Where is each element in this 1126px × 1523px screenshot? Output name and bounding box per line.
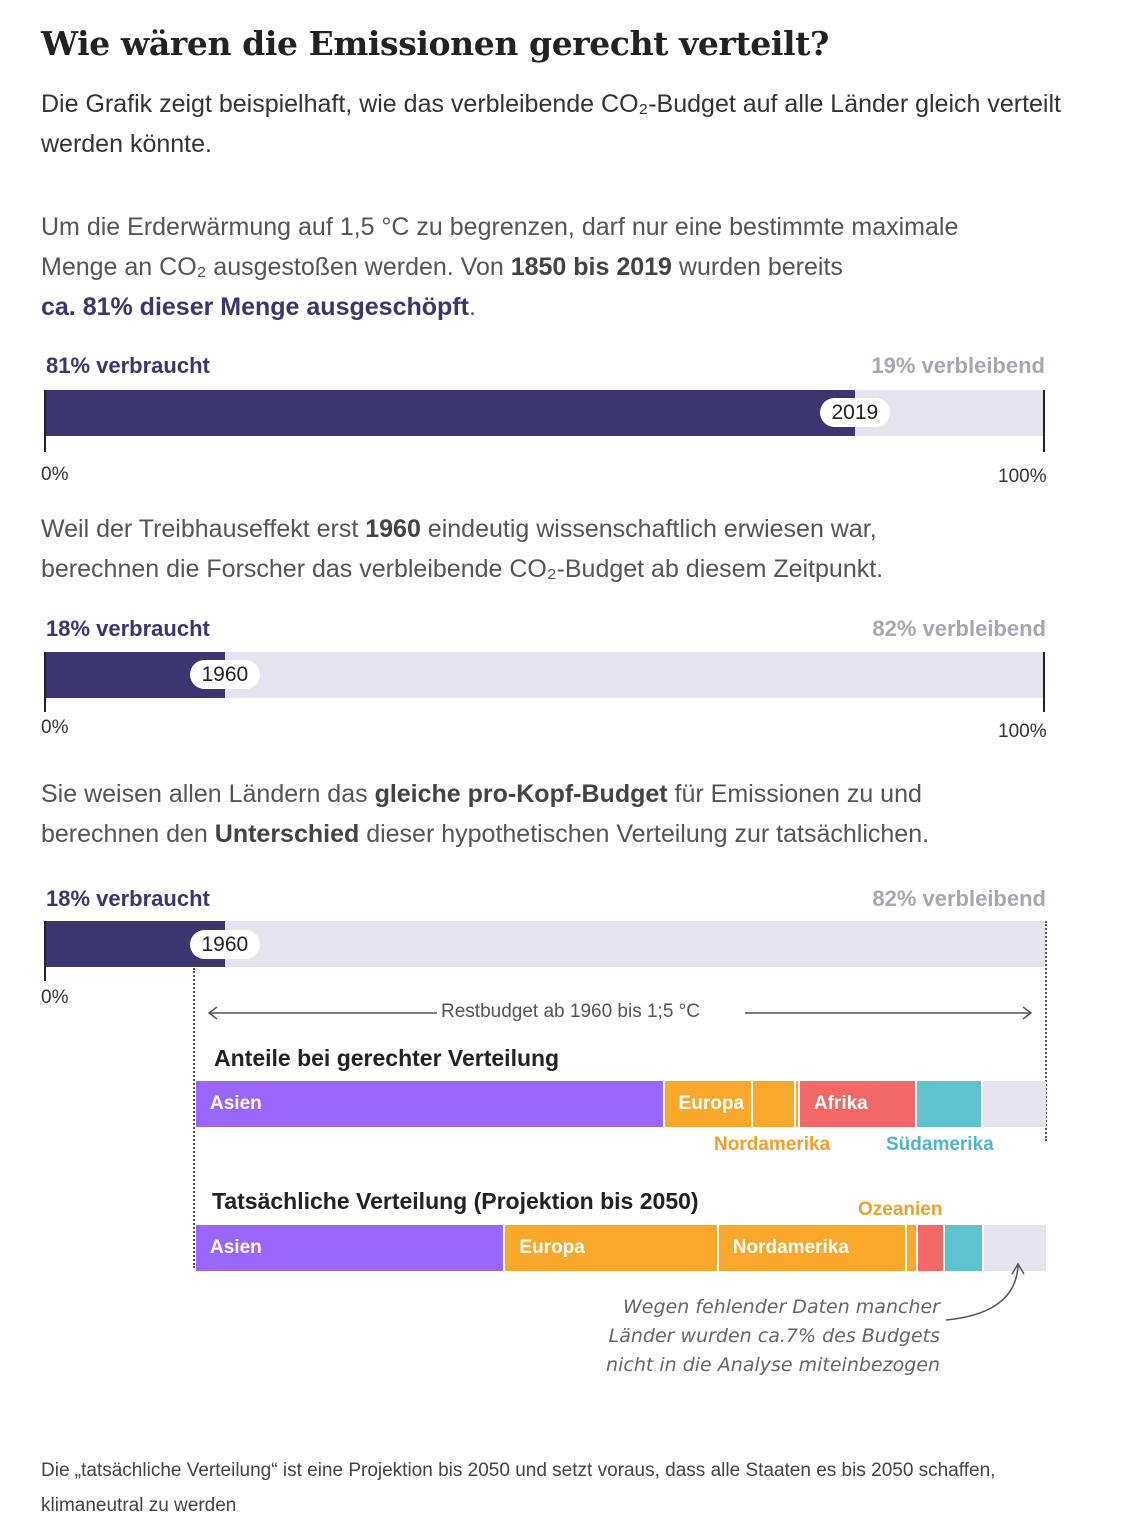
fair-segment-europa: Europa <box>664 1081 753 1127</box>
bar2-used-label: 18% verbraucht <box>46 616 210 641</box>
footnote: Die „tatsächliche Verteilung“ ist eine P… <box>41 1460 996 1516</box>
actual-distribution-title: Tatsächliche Verteilung (Projektion bis … <box>212 1188 699 1214</box>
actual-segment-nordamerika: Nordamerika <box>718 1225 908 1271</box>
bar1-used-fill <box>45 390 855 436</box>
fair-segment-afrika: Afrika <box>799 1081 917 1127</box>
actual-segment-nicht-erfasst <box>983 1225 1046 1271</box>
bar1-start-tick <box>44 390 46 452</box>
intro-line-3: ca. 81% dieser Menge ausgeschöpft. <box>41 293 476 321</box>
range-arrow <box>207 1006 1033 1020</box>
bar2-axis-min: 0% <box>41 717 69 738</box>
p2-line-2: berechnen die Forscher das verbleibende … <box>41 555 884 583</box>
bar1-year-pill: 2019 <box>819 398 891 427</box>
bar1-end-tick <box>1043 390 1045 452</box>
bar1-axis-max: 100% <box>998 466 1047 487</box>
actual-segment-label-asien: Asien <box>210 1237 262 1258</box>
intro-line-2: Menge an CO₂ ausgestoßen werden. Von 185… <box>41 253 843 281</box>
note-line-1: Wegen fehlender Daten mancher <box>622 1296 940 1318</box>
fair-distribution-title: Anteile bei gerechter Verteilung <box>214 1045 560 1071</box>
actual-segment-label-nordamerika: Nordamerika <box>732 1237 849 1258</box>
fair-label-suedamerika: Südamerika <box>886 1134 994 1155</box>
bar1-used-label: 81% verbraucht <box>46 353 210 378</box>
intro-line-1: Um die Erderwärmung auf 1,5 °C zu begren… <box>41 213 959 241</box>
actual-segment-suedamerika <box>944 1225 984 1271</box>
fair-segment-label-europa: Europa <box>678 1093 744 1114</box>
bar3-remaining-label: 82% verbleibend <box>872 886 1046 911</box>
guide-line-left <box>193 968 195 1268</box>
fair-segment-ozeanien <box>795 1081 800 1127</box>
bar1-track <box>45 390 1045 436</box>
actual-segment-asien: Asien <box>196 1225 506 1271</box>
fair-segment-nordamerika <box>752 1081 796 1127</box>
fair-label-nordamerika: Nordamerika <box>714 1134 831 1155</box>
fair-segment-suedamerika <box>916 1081 983 1127</box>
fair-segment-asien: Asien <box>196 1081 665 1127</box>
note-arrow <box>945 1262 1025 1321</box>
actual-segment-label-europa: Europa <box>519 1237 585 1258</box>
paragraph-per-capita: Sie weisen allen Ländern das gleiche pro… <box>41 774 1091 854</box>
p3-line-1: Sie weisen allen Ländern das gleiche pro… <box>41 780 922 808</box>
note-line-2: Länder wurden ca.7% des Budgets <box>608 1325 940 1347</box>
actual-segment-afrika <box>917 1225 945 1271</box>
actual-label-ozeanien: Ozeanien <box>858 1199 943 1220</box>
bar3-year-pill: 1960 <box>189 930 261 959</box>
note-line-3: nicht in die Analyse miteinbezogen <box>606 1354 940 1376</box>
fair-distribution-bar: Asien Europa Afrika <box>196 1081 1046 1127</box>
missing-data-note: Wegen fehlender Daten mancher Länder wur… <box>606 1293 940 1380</box>
bar2-end-tick <box>1043 652 1045 712</box>
p2-line-1: Weil der Treibhauseffekt erst 1960 einde… <box>41 515 877 543</box>
chart-title: Wie wären die Emissionen gerecht verteil… <box>41 24 829 63</box>
fair-segment-nicht-erfasst <box>982 1081 1046 1127</box>
bar3-used-label: 18% verbraucht <box>46 886 210 911</box>
chart-subtitle: Die Grafik zeigt beispielhaft, wie das v… <box>41 90 1061 158</box>
p3-line-2: berechnen den Unterschied dieser hypothe… <box>41 820 930 848</box>
bar2-start-tick <box>44 652 46 712</box>
bar3-start-tick <box>44 921 46 981</box>
bar1-remaining-label: 19% verbleibend <box>871 353 1045 378</box>
guide-line-right <box>1045 921 1047 1141</box>
bar1-axis-min: 0% <box>41 464 69 485</box>
paragraph-1960: Weil der Treibhauseffekt erst 1960 einde… <box>41 509 1091 589</box>
actual-segment-europa: Europa <box>505 1225 719 1271</box>
fair-segment-label-asien: Asien <box>210 1093 262 1114</box>
bar2-year-pill: 1960 <box>189 660 261 689</box>
actual-segment-ozeanien <box>907 1225 918 1271</box>
range-label: Restbudget ab 1960 bis 1;5 °C <box>441 1001 700 1022</box>
intro-paragraph: Um die Erderwärmung auf 1,5 °C zu begren… <box>41 207 1091 327</box>
actual-distribution-bar: Asien Europa Nordamerika <box>196 1225 1046 1271</box>
bar3-axis-min: 0% <box>41 987 69 1008</box>
fair-segment-label-afrika: Afrika <box>813 1093 868 1114</box>
bar2-remaining-label: 82% verbleibend <box>872 616 1046 641</box>
bar2-axis-max: 100% <box>998 721 1047 742</box>
